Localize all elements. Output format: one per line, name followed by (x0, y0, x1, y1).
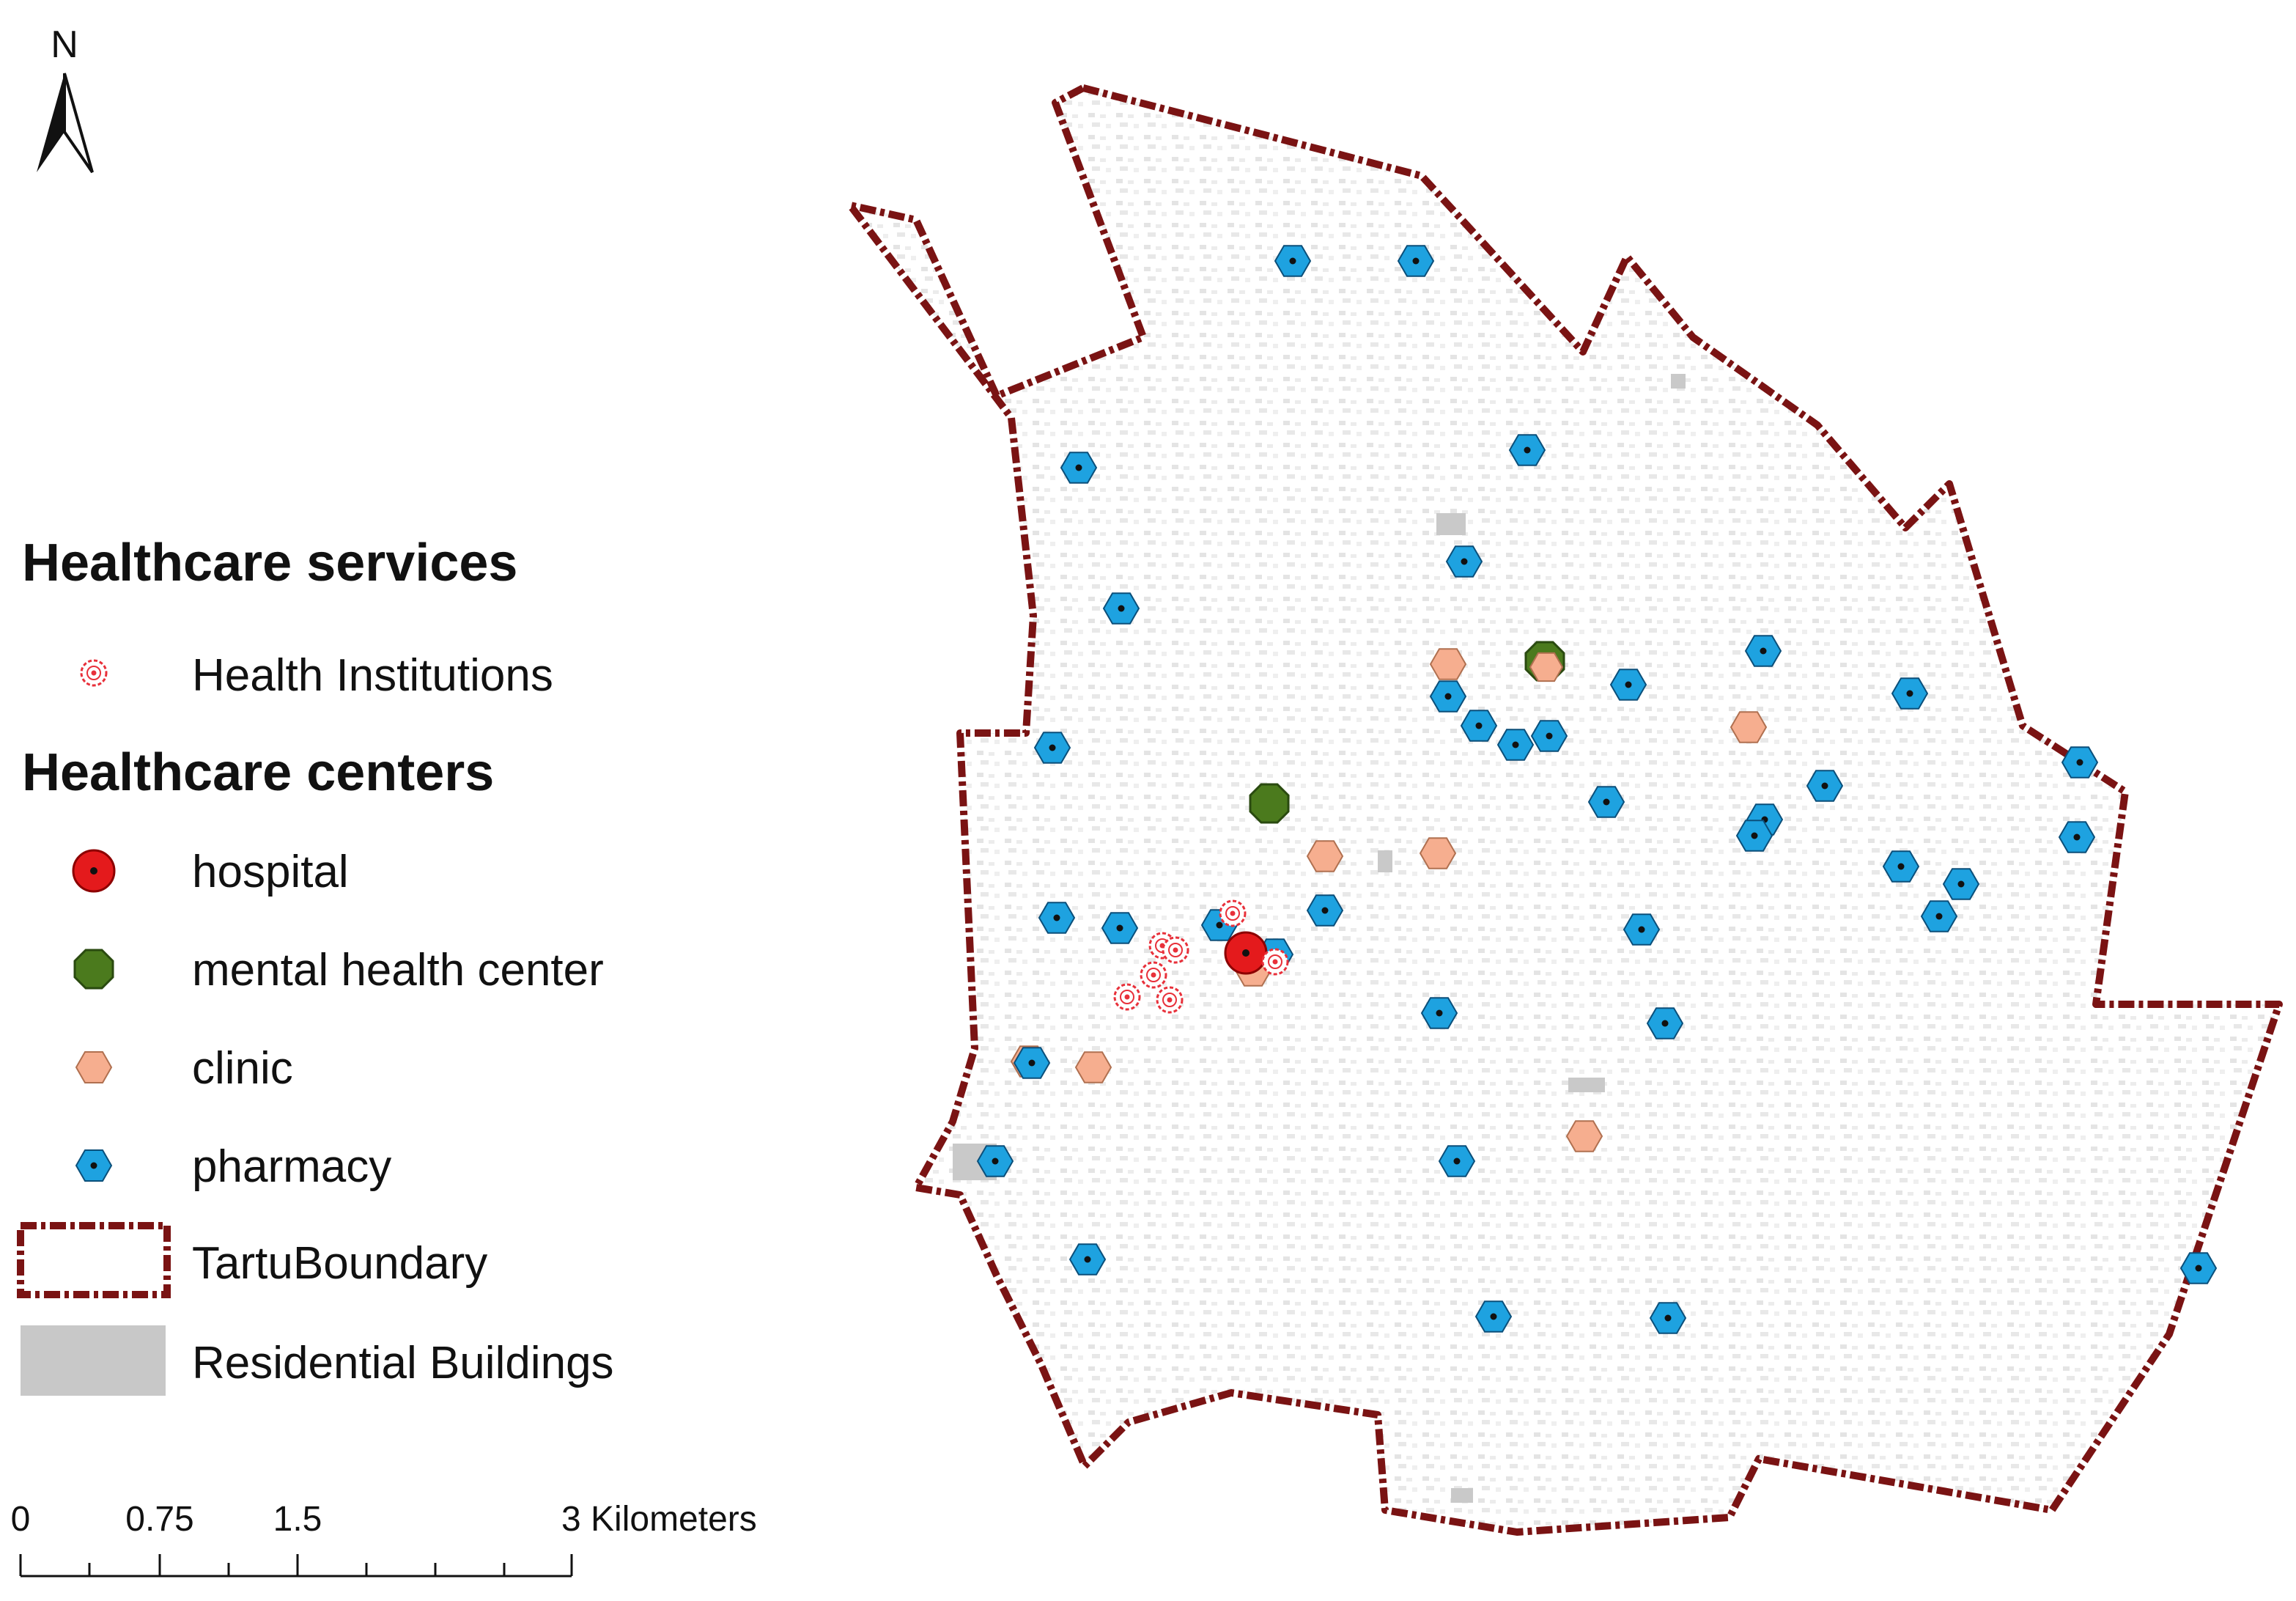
healthcare-features-layer (976, 245, 2218, 1334)
north-arrow-label: N (51, 23, 78, 66)
legend-label-residential-buildings: Residential Buildings (192, 1338, 614, 1388)
pharmacy-marker (1274, 245, 1312, 277)
pharmacy-marker (1623, 913, 1661, 946)
legend-label-mental-health-center: mental health center (192, 945, 604, 995)
clinic-marker (1074, 1051, 1112, 1083)
scale-label-0: 0 (11, 1500, 31, 1539)
hospital-icon (72, 849, 116, 893)
health-institution-icon (80, 659, 108, 687)
clinic-icon (75, 1051, 113, 1083)
health-institution-marker (1113, 983, 1141, 1011)
mental-health-center-marker (1249, 783, 1290, 824)
health-institution-marker (1140, 961, 1167, 989)
pharmacy-marker (1013, 1047, 1051, 1079)
pharmacy-icon (75, 1149, 113, 1182)
pharmacy-marker (2058, 821, 2096, 853)
residential-buildings-layer (850, 88, 2279, 1532)
pharmacy-marker (976, 1145, 1014, 1177)
north-arrow: N (37, 23, 94, 174)
map-legend: Healthcare services Health Institutions … (17, 534, 614, 1396)
legend-label-pharmacy: pharmacy (192, 1141, 391, 1192)
pharmacy-marker (2179, 1252, 2218, 1284)
legend-heading-services: Healthcare services (22, 534, 517, 592)
legend-label-hospital: hospital (192, 847, 349, 897)
pharmacy-marker (1101, 912, 1139, 944)
clinic-marker (1429, 648, 1467, 680)
pharmacy-marker (1496, 729, 1535, 761)
pharmacy-marker (1646, 1007, 1684, 1039)
pharmacy-marker (1429, 680, 1467, 713)
pharmacy-marker (1102, 592, 1140, 625)
scale-bar: 0 0.75 1.5 3 Kilometers (11, 1500, 757, 1578)
pharmacy-marker (1306, 894, 1344, 927)
residential-buildings-icon (21, 1325, 166, 1396)
clinic-marker (1419, 837, 1457, 869)
health-institution-marker (1261, 948, 1289, 976)
pharmacy-marker (1587, 786, 1625, 818)
pharmacy-marker (2061, 746, 2099, 779)
legend-label-health-institutions: Health Institutions (192, 650, 553, 701)
scale-label-0-75: 0.75 (125, 1500, 193, 1539)
legend-heading-centers: Healthcare centers (22, 743, 494, 802)
pharmacy-marker (1530, 720, 1568, 752)
pharmacy-marker (1744, 635, 1782, 667)
pharmacy-marker (1806, 770, 1844, 802)
mental-health-center-icon (73, 949, 114, 990)
hospital-marker (1224, 931, 1268, 975)
pharmacy-marker (1038, 902, 1076, 934)
pharmacy-marker (1033, 732, 1071, 764)
boundary-icon (17, 1222, 171, 1298)
health-institution-marker (1156, 986, 1184, 1014)
pharmacy-marker (1397, 245, 1435, 277)
pharmacy-marker (1060, 452, 1098, 484)
pharmacy-marker (1882, 850, 1920, 883)
pharmacy-marker (1460, 710, 1498, 742)
pharmacy-marker (1445, 545, 1483, 578)
pharmacy-marker (1438, 1145, 1476, 1177)
scale-label-3-kilometers: 3 Kilometers (561, 1500, 757, 1539)
tartu-boundary (846, 84, 2283, 1536)
pharmacy-marker (1891, 677, 1929, 710)
pharmacy-marker (1735, 820, 1773, 852)
pharmacy-marker (1609, 669, 1647, 701)
clinic-marker (1565, 1120, 1603, 1152)
pharmacy-marker (1068, 1243, 1107, 1276)
clinic-marker (1306, 840, 1344, 872)
pharmacy-marker (1474, 1300, 1513, 1333)
pharmacy-marker (1420, 997, 1458, 1029)
health-institution-marker (1219, 899, 1247, 927)
pharmacy-marker (1649, 1302, 1687, 1334)
scale-label-1-5: 1.5 (273, 1500, 322, 1539)
pharmacy-marker (1508, 434, 1546, 466)
pharmacy-marker (1942, 868, 1980, 900)
legend-label-boundary: TartuBoundary (192, 1238, 487, 1289)
pharmacy-marker (1920, 900, 1958, 932)
clinic-marker (1529, 652, 1564, 682)
health-institution-marker (1162, 936, 1189, 964)
clinic-marker (1730, 711, 1768, 743)
legend-label-clinic: clinic (192, 1043, 293, 1094)
